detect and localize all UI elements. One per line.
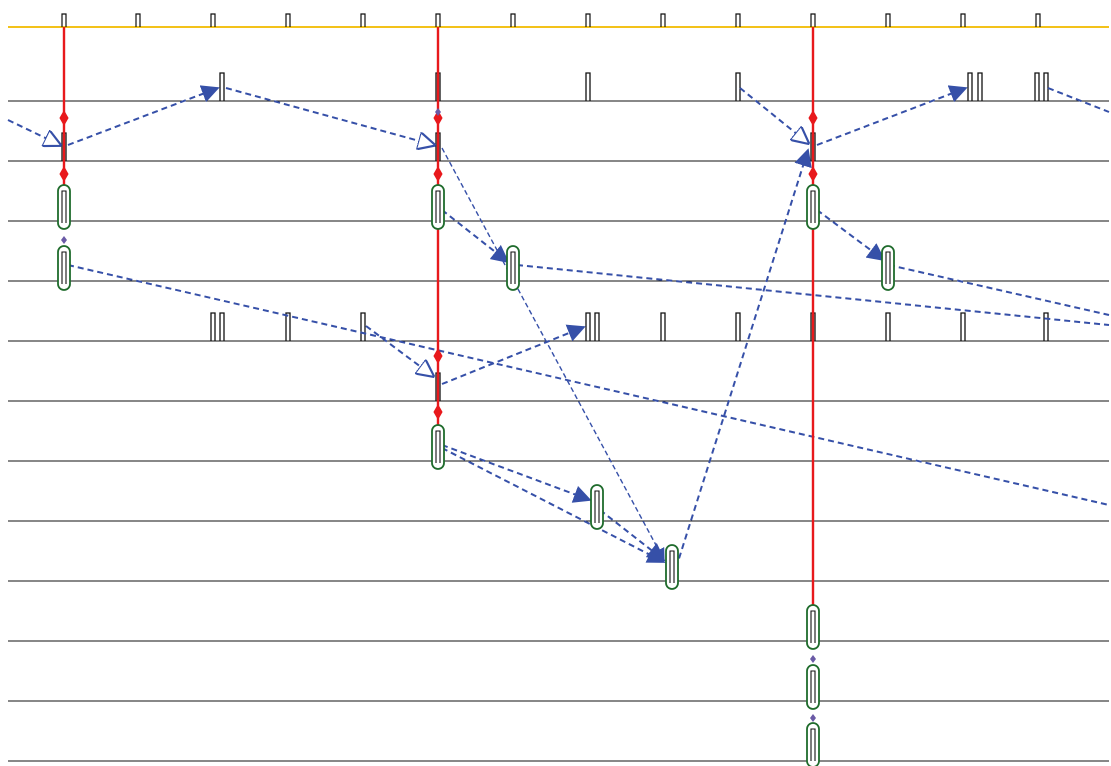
sync-diamond (808, 165, 818, 183)
pulse (219, 312, 225, 341)
activation-box (431, 184, 445, 230)
message-arrow (225, 87, 434, 145)
activation-pulse (810, 728, 816, 761)
clock-tick (435, 13, 441, 27)
sync-diamond (59, 109, 69, 127)
activation-box (806, 604, 820, 650)
clock-tick (885, 13, 891, 27)
clock-tick (960, 13, 966, 27)
message-line (1047, 87, 1110, 113)
activation-box (806, 722, 820, 766)
small-marker (810, 714, 816, 722)
message-arrow (816, 209, 886, 262)
pulse (585, 312, 591, 341)
activation-pulse (61, 251, 67, 284)
activation-box (431, 424, 445, 470)
pulse (219, 72, 225, 101)
pulse (977, 72, 983, 101)
message-arrow (365, 325, 433, 376)
activation-box (806, 664, 820, 710)
activation-box (665, 544, 679, 590)
clock-tick (135, 13, 141, 27)
activation-pulse (435, 430, 441, 463)
activation-box (506, 245, 520, 291)
activation-pulse (61, 190, 67, 223)
message-arrow (441, 147, 665, 562)
pulse (585, 72, 591, 101)
pulse (735, 312, 741, 341)
pulse (735, 72, 741, 101)
message-arrow (675, 148, 812, 569)
activation-pulse (810, 190, 816, 223)
sync-diamond (59, 165, 69, 183)
pulse (967, 72, 973, 101)
activation-layer (57, 108, 895, 766)
activation-pulse (594, 490, 600, 523)
message-arrow (7, 119, 60, 145)
activation-box (57, 184, 71, 230)
clock-tick (360, 13, 366, 27)
clock-tick (1035, 13, 1041, 27)
message-arrow (599, 509, 666, 562)
messages-layer (7, 85, 1110, 569)
small-marker (61, 236, 67, 244)
pulse (360, 312, 366, 341)
activation-pulse (435, 190, 441, 223)
sync-diamond (433, 165, 443, 183)
activation-box (806, 184, 820, 230)
pulse (285, 312, 291, 341)
pulse (885, 312, 891, 341)
pulse (660, 312, 666, 341)
message-arrow (441, 324, 586, 385)
activation-pulse (885, 251, 891, 284)
clock-tick (660, 13, 666, 27)
pulses-layer (61, 72, 1049, 401)
pulse (1043, 72, 1049, 101)
activation-box (590, 484, 604, 530)
pulse (210, 312, 216, 341)
clock-tick (585, 13, 591, 27)
message-arrow (739, 87, 808, 143)
sync-diamond (433, 109, 443, 127)
activation-pulse (669, 550, 675, 583)
rails-layer (8, 13, 1109, 762)
small-marker (435, 108, 441, 116)
activation-pulse (810, 670, 816, 703)
pulse (960, 312, 966, 341)
small-marker (810, 655, 816, 663)
activation-pulse (510, 251, 516, 284)
message-line (67, 264, 1110, 506)
pulse (1043, 312, 1049, 341)
sync-diamond (808, 109, 818, 127)
message-line (888, 264, 1110, 316)
clock-tick (810, 13, 816, 27)
clock-tick (61, 13, 67, 27)
message-arrow (441, 209, 510, 264)
activation-box (57, 245, 71, 291)
clock-tick (735, 13, 741, 27)
message-arrow (441, 447, 666, 563)
message-arrow (441, 444, 592, 503)
sync-layer (59, 27, 818, 625)
pulse (594, 312, 600, 341)
activation-box (881, 245, 895, 291)
message-arrow (67, 85, 220, 146)
sync-diamond (433, 347, 443, 365)
pulse (1034, 72, 1040, 101)
message-line (516, 264, 1110, 326)
clock-tick (510, 13, 516, 27)
message-arrow (816, 85, 968, 146)
clock-tick (285, 13, 291, 27)
clock-tick (210, 13, 216, 27)
activation-pulse (810, 610, 816, 643)
sync-diamond (433, 403, 443, 421)
